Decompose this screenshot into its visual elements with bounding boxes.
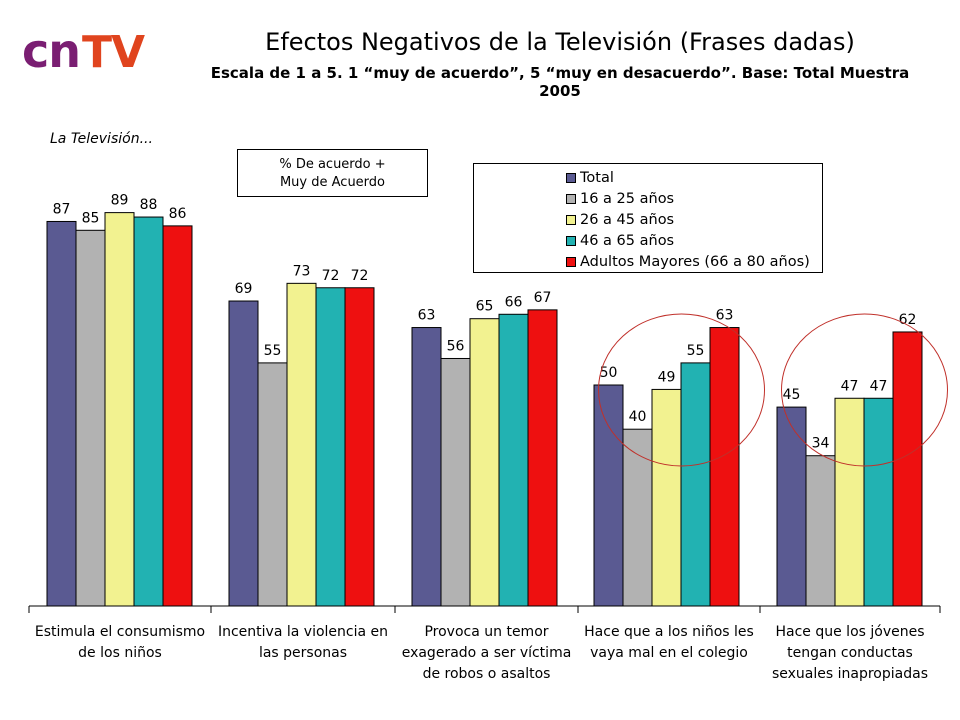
data-label-2-4: 67 — [534, 290, 552, 306]
legend-label-3: 46 a 65 años — [580, 232, 675, 249]
bar-2-3 — [498, 313, 529, 607]
data-label-3-3: 55 — [687, 343, 705, 359]
bar-2-1 — [440, 357, 471, 607]
category-label-1: Incentiva la violencia en las personas — [211, 622, 395, 664]
category-label-0-line-1: de los niños — [78, 645, 162, 661]
measure-note-box: % De acuerdo + Muy de Acuerdo — [237, 149, 428, 197]
bar-0-4 — [162, 225, 193, 607]
bar-1-0 — [228, 300, 259, 607]
data-label-1-3: 72 — [322, 268, 340, 284]
chart-title: Efectos Negativos de la Televisión (Fras… — [265, 28, 855, 56]
bar-1-4 — [344, 287, 375, 607]
category-label-4: Hace que los jóvenes tengan conductas sexu… — [760, 622, 940, 685]
data-label-0-3: 88 — [140, 197, 158, 213]
bar-4-0 — [776, 406, 807, 607]
bar-1-1 — [257, 362, 288, 607]
bar-3-3 — [680, 362, 711, 607]
bar-0-1 — [75, 229, 106, 607]
bar-1-3 — [315, 287, 346, 607]
bar-4-4 — [892, 331, 923, 607]
legend-item-2: 26 a 45 años — [566, 209, 822, 230]
data-label-2-1: 56 — [447, 338, 465, 354]
legend-label-4: Adultos Mayores (66 a 80 años) — [580, 253, 810, 270]
bar-3-4 — [709, 327, 740, 607]
data-label-3-4: 63 — [716, 308, 734, 324]
legend-item-0: Total — [566, 167, 822, 188]
category-label-0: Estimula el consumismo de los niños — [29, 622, 211, 664]
category-label-4-line-0: Hace que los jóvenes — [775, 624, 925, 640]
bar-4-1 — [805, 455, 836, 607]
data-label-2-3: 66 — [505, 294, 523, 310]
bar-0-0 — [46, 220, 77, 607]
category-label-2-line-0: Provoca un temor — [424, 624, 549, 640]
logo-part-cn: cn — [22, 24, 81, 78]
data-label-1-1: 55 — [264, 343, 282, 359]
category-label-2-line-1: exagerado a ser víctima — [401, 645, 572, 661]
data-label-1-4: 72 — [351, 268, 369, 284]
legend-label-0: Total — [580, 169, 614, 186]
data-label-2-0: 63 — [418, 308, 436, 324]
legend-swatch-3 — [566, 235, 576, 246]
bar-3-0 — [593, 384, 624, 607]
bar-1-2 — [286, 282, 317, 607]
highlight-circle-1 — [781, 313, 948, 467]
data-label-1-2: 73 — [293, 263, 311, 279]
bar-0-2 — [104, 212, 135, 607]
data-label-4-4: 62 — [899, 312, 917, 328]
data-label-0-1: 85 — [82, 210, 100, 226]
bar-2-4 — [527, 309, 558, 607]
data-label-4-0: 45 — [783, 387, 801, 403]
data-label-3-2: 49 — [658, 369, 676, 385]
category-label-3-line-1: vaya mal en el colegio — [590, 645, 748, 661]
legend-swatch-1 — [566, 193, 576, 204]
category-label-2-line-2: de robos o asaltos — [422, 666, 551, 682]
legend-label-2: 26 a 45 años — [580, 211, 675, 228]
legend-item-1: 16 a 25 años — [566, 188, 822, 209]
cntv-logo: cnTV — [22, 27, 145, 78]
category-label-3: Hace que a los niños les vaya mal en el c… — [578, 622, 760, 664]
data-label-1-0: 69 — [235, 281, 253, 297]
category-label-1-line-0: Incentiva la violencia en — [217, 624, 389, 640]
data-label-0-0: 87 — [53, 201, 71, 217]
bar-3-1 — [622, 428, 653, 607]
legend-swatch-4 — [566, 256, 576, 267]
legend-swatch-0 — [566, 172, 576, 183]
category-label-4-line-2: sexuales inapropiadas — [771, 666, 928, 682]
chart-legend: Total 16 a 25 años 26 a 45 años 46 a 65 año… — [473, 163, 823, 273]
category-label-4-line-1: tengan conductas — [787, 645, 913, 661]
data-label-4-3: 47 — [870, 378, 888, 394]
category-label-2: Provoca un temor exagerado a ser víctima d… — [395, 622, 578, 685]
measure-note-line-1: % De acuerdo + — [279, 157, 386, 172]
legend-label-1: 16 a 25 años — [580, 190, 675, 207]
legend-item-3: 46 a 65 años — [566, 230, 822, 251]
data-label-0-2: 89 — [111, 193, 129, 209]
legend-item-4: Adultos Mayores (66 a 80 años) — [566, 251, 822, 272]
bar-0-3 — [133, 216, 164, 607]
bar-3-2 — [651, 388, 682, 607]
category-label-0-line-0: Estimula el consumismo — [34, 624, 206, 640]
data-label-0-4: 86 — [169, 206, 187, 222]
category-label-1-line-1: las personas — [258, 645, 348, 661]
bar-4-3 — [863, 397, 894, 607]
bar-4-2 — [834, 397, 865, 607]
category-label-3-line-0: Hace que a los niños les — [584, 624, 754, 640]
measure-note-line-2: Muy de Acuerdo — [279, 175, 386, 190]
data-label-4-1: 34 — [812, 436, 830, 452]
data-label-3-1: 40 — [629, 409, 647, 425]
data-label-3-0: 50 — [600, 365, 618, 381]
legend-swatch-2 — [566, 214, 576, 225]
bar-2-2 — [469, 318, 500, 607]
data-label-4-2: 47 — [841, 378, 859, 394]
highlight-circle-0 — [598, 313, 765, 467]
intro-label: La Televisión... — [50, 131, 153, 147]
data-label-2-2: 65 — [476, 299, 494, 315]
bar-2-0 — [411, 327, 442, 607]
chart-subtitle: Escala de 1 a 5. 1 “muy de acuerdo”, 5 “… — [210, 64, 910, 100]
logo-part-tv: TV — [82, 27, 145, 78]
